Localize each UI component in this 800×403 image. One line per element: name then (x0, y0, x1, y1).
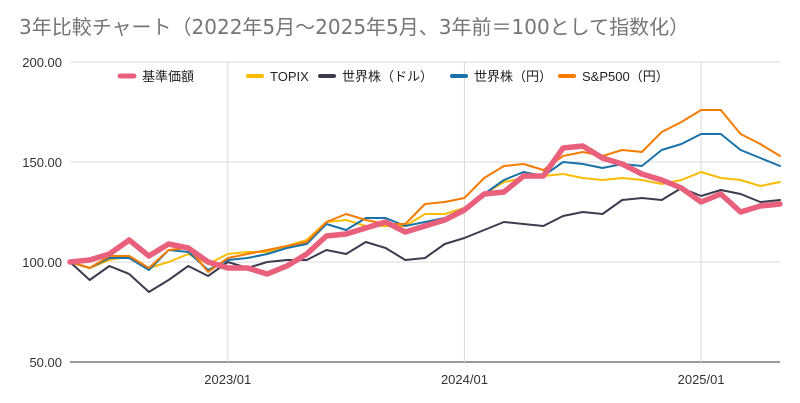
series-lines (67, 109, 783, 293)
y-tick-label: 200.00 (22, 55, 62, 70)
chart-title: 3年比較チャート（2022年5月〜2025年5月、3年前＝100として指数化） (19, 15, 690, 39)
legend-label-0: 基準価額 (142, 69, 194, 84)
grid (70, 61, 780, 363)
x-tick-label: 2024/01 (441, 372, 488, 387)
y-axis-ticks: 50.00 100.00 150.00 200.00 (22, 55, 62, 370)
legend-label-3: 世界株（円） (474, 69, 552, 84)
y-tick-label: 50.00 (29, 355, 62, 370)
x-axis-ticks: 2023/01 2024/01 2025/01 (204, 372, 724, 387)
y-tick-label: 150.00 (22, 155, 62, 170)
legend-label-4: S&P500（円） (582, 69, 669, 84)
legend-label-1: TOPIX (270, 69, 309, 84)
series-line-2 (69, 187, 781, 293)
x-tick-label: 2025/01 (678, 372, 725, 387)
x-tick-label: 2023/01 (204, 372, 251, 387)
legend-label-2: 世界株（ドル） (342, 69, 433, 84)
series-line-3 (69, 133, 781, 271)
series-line-1 (69, 171, 781, 269)
y-tick-label: 100.00 (22, 255, 62, 270)
legend: 基準価額 TOPIX 世界株（ドル） 世界株（円） S&P500（円） (117, 69, 669, 84)
series-line-0 (67, 143, 783, 277)
